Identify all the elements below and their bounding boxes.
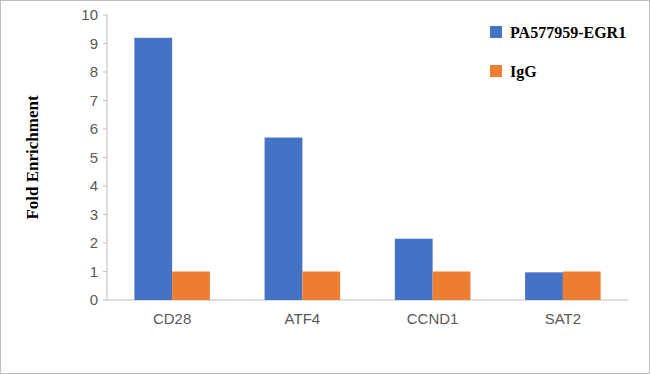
y-axis bbox=[107, 15, 108, 300]
y-tick bbox=[103, 43, 107, 44]
bar bbox=[433, 272, 471, 301]
y-tick bbox=[103, 72, 107, 73]
legend-label: IgG bbox=[510, 63, 537, 81]
y-tick bbox=[103, 271, 107, 272]
y-tick-label: 1 bbox=[90, 263, 98, 280]
bars bbox=[134, 38, 600, 300]
bar bbox=[395, 239, 433, 300]
y-tick-label: 0 bbox=[90, 291, 98, 308]
x-tick-label: ATF4 bbox=[285, 310, 321, 327]
bar bbox=[302, 272, 340, 301]
y-tick bbox=[103, 300, 107, 301]
y-tick-label: 9 bbox=[90, 35, 98, 52]
bar bbox=[563, 272, 601, 301]
x-tick-label: SAT2 bbox=[545, 310, 581, 327]
chart: 0 1 2 3 4 5 6 7 8 9 10 Fold Enrichment CD28 ATF4 CCND1… bbox=[0, 0, 650, 374]
y-tick bbox=[103, 243, 107, 244]
y-tick-label: 8 bbox=[90, 63, 98, 80]
y-axis-label: Fold Enrichment bbox=[23, 95, 42, 220]
bar bbox=[265, 138, 303, 300]
y-tick-label: 10 bbox=[81, 6, 98, 23]
bar bbox=[134, 38, 172, 300]
y-tick-label: 7 bbox=[90, 92, 98, 109]
y-tick bbox=[103, 186, 107, 187]
y-tick bbox=[103, 214, 107, 215]
y-tick bbox=[103, 157, 107, 158]
bar bbox=[172, 272, 210, 301]
x-tick-label: CCND1 bbox=[407, 310, 459, 327]
legend-swatch bbox=[490, 65, 502, 77]
frame bbox=[1, 1, 650, 374]
y-tick bbox=[103, 100, 107, 101]
y-tick-label: 3 bbox=[90, 206, 98, 223]
legend-swatch bbox=[490, 26, 502, 38]
y-tick-label: 5 bbox=[90, 149, 98, 166]
y-tick bbox=[103, 129, 107, 130]
y-tick bbox=[103, 15, 107, 16]
y-tick-label: 4 bbox=[90, 177, 98, 194]
legend-label: PA577959-EGR1 bbox=[510, 24, 626, 41]
y-tick-label: 2 bbox=[90, 234, 98, 251]
y-tick-label: 6 bbox=[90, 120, 98, 137]
x-tick-label: CD28 bbox=[153, 310, 191, 327]
bar bbox=[525, 272, 563, 300]
